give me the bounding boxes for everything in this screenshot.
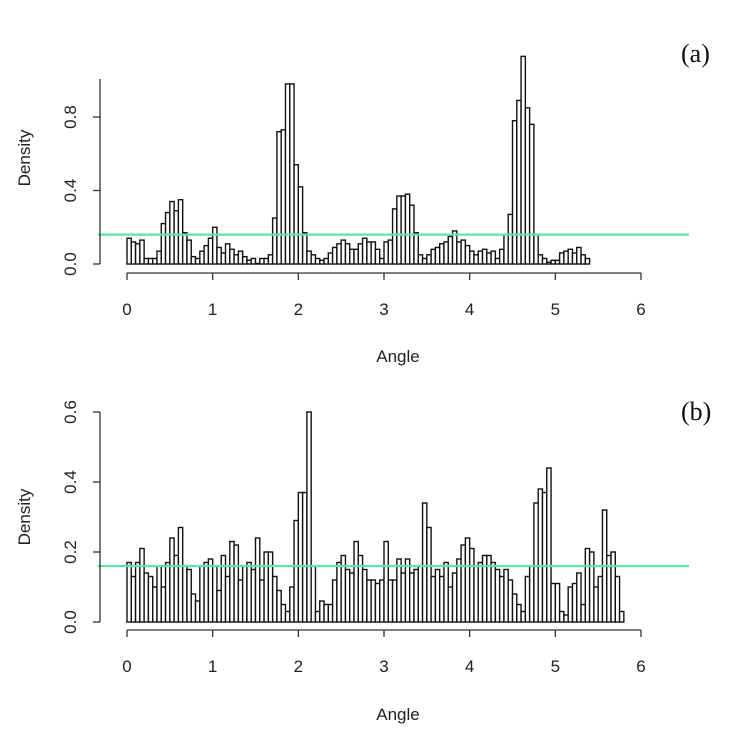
histogram-bar [426, 526, 432, 623]
bars-b [126, 411, 625, 623]
histogram-bar [528, 123, 535, 265]
histogram-bar [186, 239, 192, 265]
histogram-bar [584, 257, 591, 265]
histogram-bar [139, 239, 145, 265]
histogram-bar [614, 575, 621, 623]
panel-label-a: (a) [681, 39, 710, 68]
y-tick-label: 0.2 [61, 540, 80, 564]
x-tick-label: 4 [465, 657, 474, 676]
histogram-bar [374, 248, 381, 265]
y-tick-label: 0.4 [61, 179, 80, 203]
x-tick-label: 1 [208, 300, 217, 319]
x-tick-label: 4 [465, 300, 474, 319]
panel-label-b: (b) [681, 397, 711, 426]
histogram-bar [177, 198, 184, 265]
histogram-bar [250, 257, 257, 265]
y-tick-label: 0.4 [61, 470, 80, 494]
x-axis-a: 0 1 2 3 4 5 6 [122, 272, 646, 319]
histogram-bar [211, 226, 218, 265]
histogram-bar [618, 610, 625, 623]
histogram-bar [541, 257, 548, 265]
x-tick-label: 5 [551, 657, 560, 676]
bars-a [126, 55, 591, 265]
y-tick-label: 0.0 [61, 610, 80, 634]
histogram-bar [306, 411, 312, 623]
histogram-bar [546, 467, 552, 623]
y-axis-a: 0.0 0.4 0.8 [61, 79, 101, 276]
x-tick-label: 3 [379, 657, 388, 676]
y-axis-label-b: Density [15, 488, 34, 545]
histogram-bar [413, 232, 419, 265]
y-axis-label-a: Density [15, 129, 34, 186]
x-tick-label: 0 [122, 657, 131, 676]
histogram-bar [576, 572, 582, 623]
x-tick-label: 0 [122, 300, 131, 319]
x-tick-label: 6 [636, 657, 645, 676]
histogram-bar [301, 232, 308, 265]
y-tick-label: 0.0 [61, 252, 80, 276]
histogram-panel-a: 0.0 0.4 0.8 0 1 2 3 4 5 6 Density Angle (a) [15, 39, 710, 366]
x-tick-label: 5 [551, 300, 560, 319]
x-tick-label: 1 [208, 657, 217, 676]
x-tick-label: 2 [294, 300, 303, 319]
y-axis-b: 0.0 0.2 0.4 0.6 [61, 400, 101, 634]
x-tick-label: 2 [294, 657, 303, 676]
histogram-panel-b: 0.0 0.2 0.4 0.6 0 1 2 3 4 5 6 Density Angle (b) [15, 397, 711, 724]
x-axis-label-b: Angle [376, 705, 419, 724]
y-tick-label: 0.8 [61, 105, 80, 129]
x-tick-label: 3 [379, 300, 388, 319]
y-tick-label: 0.6 [61, 400, 80, 424]
histogram-bar [297, 186, 304, 265]
histogram-bar [490, 250, 497, 265]
x-tick-label: 6 [636, 300, 645, 319]
x-axis-b: 0 1 2 3 4 5 6 [122, 629, 646, 676]
histogram-bar [554, 582, 561, 623]
x-axis-label-a: Angle [376, 347, 419, 366]
